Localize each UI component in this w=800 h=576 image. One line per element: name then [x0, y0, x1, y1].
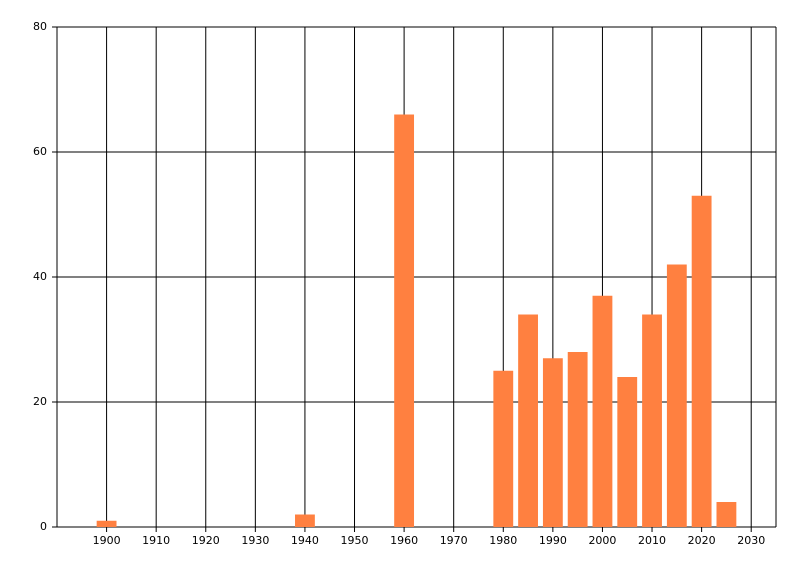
bar — [567, 352, 588, 527]
x-tick-label: 2020 — [688, 534, 716, 547]
x-tick-label: 1980 — [489, 534, 517, 547]
x-tick-label: 1930 — [241, 534, 269, 547]
bar — [493, 370, 514, 527]
bar — [617, 377, 638, 527]
bar — [716, 502, 737, 527]
y-tick-label: 0 — [40, 520, 47, 533]
x-tick-label: 1920 — [192, 534, 220, 547]
bar — [642, 314, 662, 527]
bar — [592, 295, 613, 527]
x-tick-label: 1900 — [93, 534, 121, 547]
x-tick-label: 1940 — [291, 534, 319, 547]
y-tick-label: 40 — [33, 270, 47, 283]
bar — [96, 520, 117, 527]
bar — [295, 514, 315, 527]
x-tick-label: 2010 — [638, 534, 666, 547]
bar — [666, 264, 687, 527]
bar — [691, 195, 712, 527]
x-tick-label: 1960 — [390, 534, 418, 547]
x-tick-label: 1990 — [539, 534, 567, 547]
bar — [394, 114, 415, 527]
x-tick-label: 1910 — [142, 534, 170, 547]
y-tick-label: 60 — [33, 145, 47, 158]
y-tick-label: 80 — [33, 20, 47, 33]
bar — [542, 358, 563, 527]
x-tick-label: 2030 — [737, 534, 765, 547]
x-tick-label: 2000 — [588, 534, 616, 547]
y-tick-label: 20 — [33, 395, 47, 408]
bar — [518, 314, 538, 527]
x-tick-label: 1970 — [440, 534, 468, 547]
x-tick-label: 1950 — [341, 534, 369, 547]
